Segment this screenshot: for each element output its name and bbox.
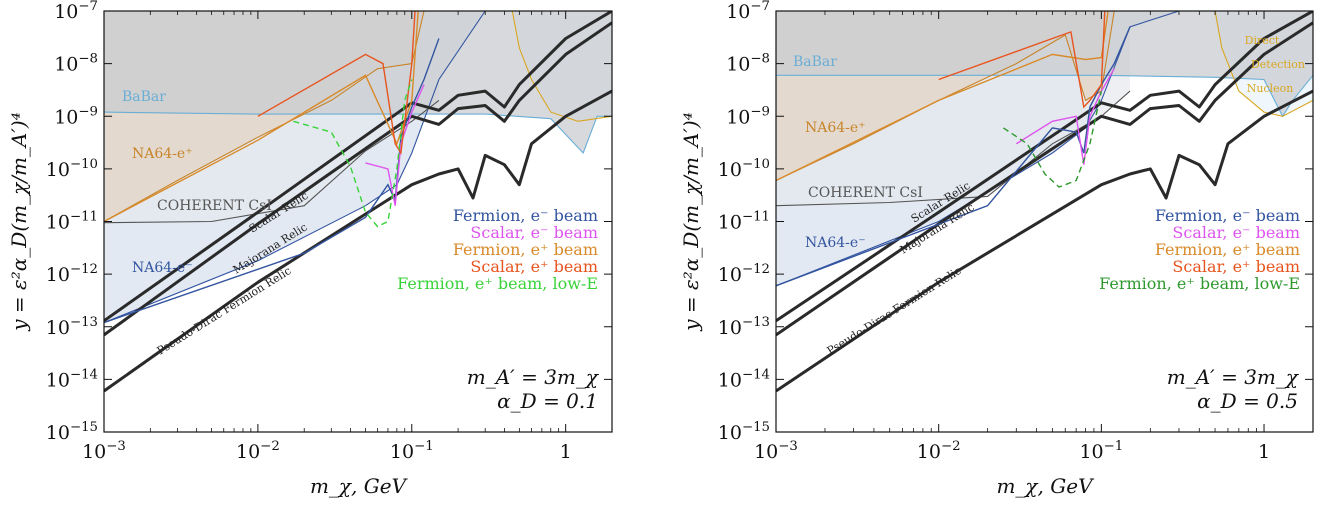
- y-tick-label: 10−9: [726, 104, 770, 128]
- region-label: NA64-e⁻: [805, 235, 866, 251]
- legend-entry: Fermion, e⁺ beam, low-E: [1099, 274, 1300, 293]
- beam-curve: [776, 26, 1131, 287]
- y-tick-label: 10−7: [54, 0, 98, 23]
- y-tick-label: 10−12: [46, 262, 98, 286]
- relic-line: [776, 21, 1313, 337]
- legend-entry: Scalar, e⁻ beam: [1172, 223, 1300, 242]
- legend-entry: Fermion, e⁻ beam: [453, 206, 598, 225]
- relic-line: [104, 89, 612, 393]
- y-tick-label: 10−10: [718, 157, 770, 181]
- region-label: NA64-e⁺: [805, 120, 866, 136]
- legend-entry: Scalar, e⁺ beam: [1172, 257, 1300, 276]
- region-label: COHERENT CsI: [157, 198, 272, 214]
- x-tick-label: 10−2: [917, 439, 961, 463]
- param-label: α_D = 0.5: [1197, 389, 1298, 413]
- x-tick-label: 10−3: [82, 439, 126, 463]
- region-boundary: [104, 111, 612, 155]
- y-axis-label: y = ε²α_D(m_χ/m_A′)⁴: [679, 112, 703, 331]
- param-label: m_A′ = 3m_χ: [467, 365, 600, 389]
- plot-area: [776, 11, 1313, 393]
- y-tick-label: 10−13: [46, 315, 98, 339]
- relic-line: [104, 21, 612, 337]
- y-tick-label: 10−14: [46, 367, 98, 391]
- legend-entry: Fermion, e⁺ beam: [453, 240, 598, 259]
- legend-entry: Fermion, e⁺ beam: [1155, 240, 1300, 259]
- relic-line: [104, 11, 612, 323]
- panel-2: 10−3 10−2 10−1 110−710−810−910−1010−1110−12…: [679, 0, 1314, 498]
- y-tick-label: 10−12: [718, 262, 770, 286]
- region-boundary: [1214, 11, 1313, 117]
- y-tick-label: 10−9: [54, 104, 98, 128]
- y-tick-label: 10−11: [718, 210, 770, 234]
- y-tick-label: 10−7: [726, 0, 770, 23]
- beam-curve: [104, 11, 419, 223]
- region-label: Direct Detection Nucleon: [1245, 34, 1305, 95]
- region-label: BaBar: [793, 54, 837, 70]
- y-tick-label: 10−10: [46, 157, 98, 181]
- y-tick-label: 10−15: [46, 420, 98, 444]
- param-label: m_A′ = 3m_χ: [1167, 365, 1300, 389]
- region-label: COHERENT CsI: [808, 185, 923, 201]
- beam-curve: [293, 79, 413, 228]
- relic-line: [776, 11, 1313, 323]
- beam-curve: [257, 11, 416, 156]
- legend-entry: Fermion, e⁺ beam, low-E: [397, 274, 598, 293]
- y-tick-label: 10−8: [54, 52, 98, 76]
- y-tick-label: 10−13: [718, 315, 770, 339]
- legend-entry: Scalar, e⁻ beam: [470, 223, 598, 242]
- region-label: NA64-e⁺: [132, 146, 193, 162]
- beam-curve: [365, 84, 425, 206]
- y-tick-label: 10−11: [46, 210, 98, 234]
- x-axis-label: m_χ, GeV: [996, 474, 1095, 498]
- x-tick-label: 10−1: [1079, 439, 1123, 463]
- region-label: NA64-e⁻: [132, 260, 193, 276]
- x-tick-label: 1: [1258, 441, 1270, 463]
- x-tick-label: 1: [560, 441, 572, 463]
- relic-label: Pseudo-Dirac Fermion Relic: [825, 264, 964, 357]
- y-axis-label: y = ε²α_D(m_χ/m_A′)⁴: [7, 112, 31, 331]
- y-tick-label: 10−15: [718, 420, 770, 444]
- x-tick-label: 10−3: [754, 439, 798, 463]
- x-axis-label: m_χ, GeV: [310, 474, 409, 498]
- region-label: BaBar: [122, 89, 166, 105]
- region-boundary: [511, 11, 612, 122]
- panel-1: 10−3 10−2 10−1 110−710−810−910−1010−1110−12…: [7, 0, 613, 498]
- legend-entry: Fermion, e⁻ beam: [1155, 206, 1300, 225]
- plot-area: [104, 11, 612, 393]
- param-label: α_D = 0.1: [497, 389, 598, 413]
- region-fill: [776, 11, 1313, 117]
- region-boundary: [776, 11, 1115, 181]
- beam-curve: [938, 11, 1106, 109]
- y-tick-label: 10−14: [718, 367, 770, 391]
- beam-curve: [1003, 90, 1103, 188]
- y-tick-label: 10−8: [726, 52, 770, 76]
- legend-entry: Scalar, e⁺ beam: [470, 257, 598, 276]
- x-tick-label: 10−1: [390, 439, 434, 463]
- x-tick-label: 10−2: [236, 439, 280, 463]
- relic-line: [776, 89, 1313, 393]
